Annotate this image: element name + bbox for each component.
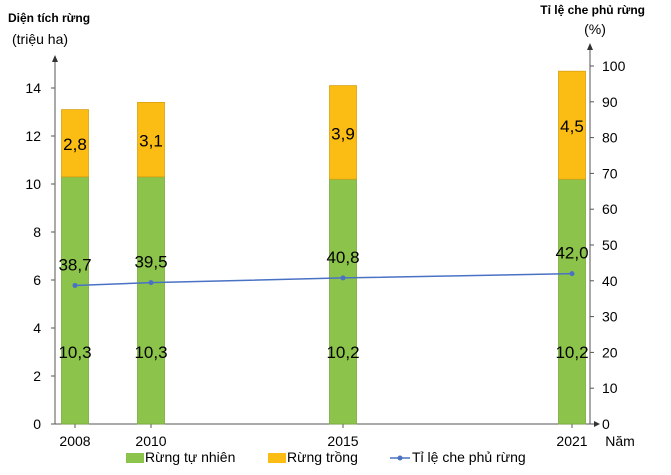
data-label-ti-le-che-phu: 42,0 — [555, 244, 588, 263]
left-axis-arrow-icon — [52, 55, 58, 62]
left-tick-label: 6 — [33, 272, 41, 288]
x-axis-arrow-icon — [594, 421, 600, 427]
legend-label-rung-trong: Rừng trồng — [287, 449, 358, 465]
data-label-rung-tu-nhien: 10,2 — [555, 343, 588, 362]
data-label-ti-le-che-phu: 40,8 — [326, 248, 359, 267]
data-label-rung-tu-nhien: 10,3 — [58, 343, 91, 362]
right-tick-label: 0 — [602, 416, 610, 432]
left-tick-label: 2 — [33, 368, 41, 384]
line-ti-le-che-phu — [74, 272, 573, 287]
right-tick-label: 50 — [602, 237, 618, 253]
bar-rung-tu-nhien — [137, 176, 165, 425]
right-axis-label: Tỉ lệ che phủ rừng — [540, 3, 645, 17]
right-tick-label: 60 — [602, 201, 618, 217]
bar-rung-trong — [558, 70, 586, 180]
legend-label-rung-tu-nhien: Rừng tự nhiên — [145, 449, 235, 465]
bar-rung-trong — [61, 109, 89, 178]
data-label-rung-trong: 3,9 — [331, 124, 355, 143]
right-tick-label: 100 — [602, 58, 626, 74]
bar-rung-tu-nhien — [61, 176, 89, 425]
left-tick-label: 14 — [25, 80, 41, 96]
data-label-ti-le-che-phu: 38,7 — [58, 255, 91, 274]
bar-rung-trong — [329, 85, 357, 180]
data-label-ti-le-che-phu: 39,5 — [134, 253, 167, 272]
data-label-rung-trong: 3,1 — [139, 132, 163, 151]
line-point — [569, 271, 575, 277]
left-tick-label: 8 — [33, 224, 41, 240]
x-tick-label: 2010 — [135, 433, 166, 449]
line-point — [340, 275, 346, 281]
right-axis-arrow-icon — [587, 43, 593, 50]
right-tick-label: 20 — [602, 344, 618, 360]
x-tick-label: 2021 — [556, 433, 587, 449]
left-tick-label: 0 — [33, 416, 41, 432]
legend-swatch-rung-trong — [268, 453, 286, 463]
right-tick-label: 10 — [602, 380, 618, 396]
bar-rung-tu-nhien — [329, 178, 357, 425]
right-tick-label: 40 — [602, 273, 618, 289]
data-label-rung-tu-nhien: 10,2 — [326, 343, 359, 362]
left-axis-label: Diện tích rừng — [8, 11, 90, 25]
data-label-rung-trong: 4,5 — [560, 117, 584, 136]
right-tick-label: 70 — [602, 165, 618, 181]
x-tick-label: 2015 — [327, 433, 358, 449]
left-tick-label: 12 — [25, 128, 41, 144]
legend-label-ti-le-che-phu: Tỉ lệ che phủ rừng — [412, 449, 526, 465]
bar-rung-trong — [137, 102, 165, 178]
data-label-rung-trong: 2,8 — [63, 135, 87, 154]
left-axis-unit: (triệu ha) — [12, 31, 68, 47]
left-tick-label: 10 — [25, 176, 41, 192]
line-point — [148, 280, 154, 286]
left-tick-label: 4 — [33, 320, 41, 336]
data-label-rung-tu-nhien: 10,3 — [134, 343, 167, 362]
legend-swatch-rung-tu-nhien — [126, 453, 144, 463]
legend-marker-icon — [397, 455, 403, 461]
line-point — [72, 282, 78, 288]
bar-rung-tu-nhien — [558, 178, 586, 425]
x-axis-label: Năm — [605, 433, 635, 449]
right-tick-label: 30 — [602, 309, 618, 325]
right-tick-label: 90 — [602, 94, 618, 110]
right-tick-label: 80 — [602, 130, 618, 146]
right-axis-unit: (%) — [584, 21, 606, 37]
x-tick-label: 2008 — [59, 433, 90, 449]
